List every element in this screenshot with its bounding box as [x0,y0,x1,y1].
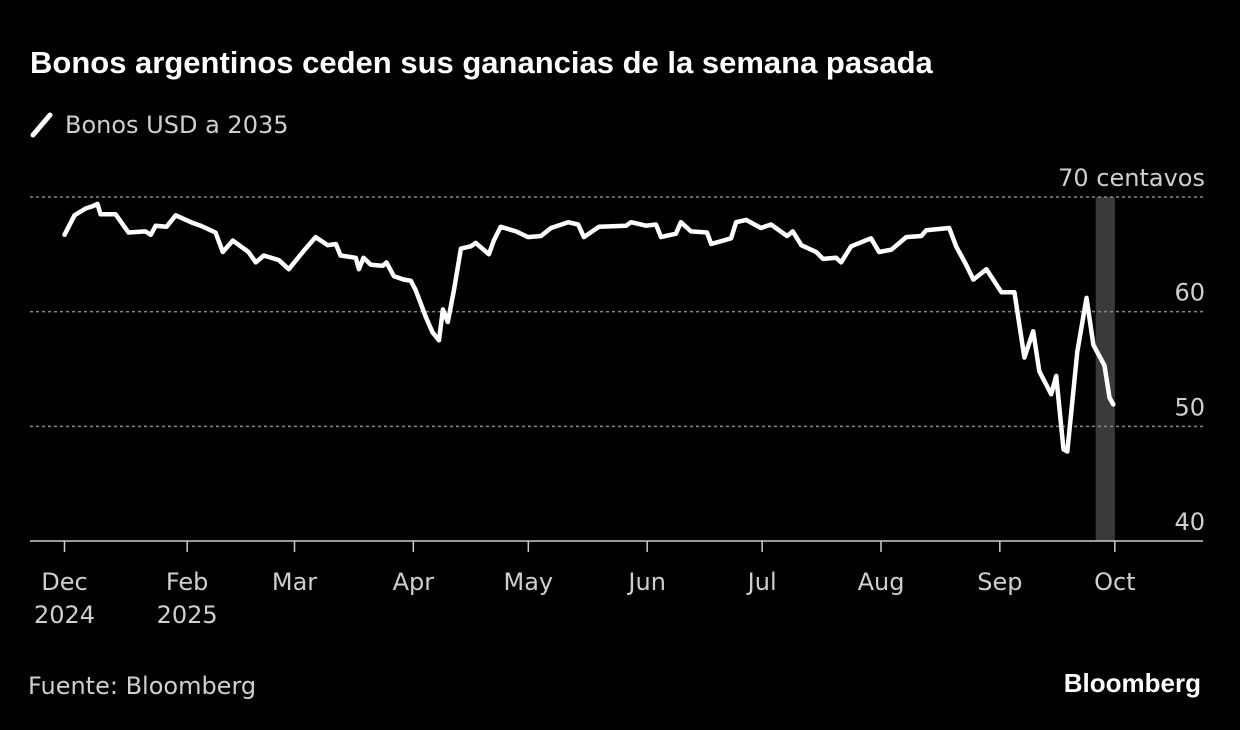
x-tick-label: Sep [977,568,1022,596]
legend-label: Bonos USD a 2035 [65,111,289,139]
x-tick-label: Jul [746,568,777,596]
x-tick-label: Oct [1094,568,1136,596]
x-tick-label: Apr [393,568,435,596]
x-tick-label: Feb 2025 [157,568,218,629]
x-tick-label: Jun [626,568,666,596]
y-tick-label: 60 [1174,279,1205,307]
x-tick-label: Aug [858,568,905,596]
x-tick-label: Mar [272,568,317,596]
brand: Bloomberg [1064,668,1201,698]
x-tick-label: May [504,568,554,596]
source: Fuente: Bloomberg [28,672,256,700]
chart-title: Bonos argentinos ceden sus ganancias de … [30,45,934,80]
data-line [62,201,1116,454]
y-tick-label: 70 centavos [1058,164,1205,192]
x-tick-label: Dec 2024 [34,568,95,629]
legend-swatch [30,112,53,138]
y-tick-label: 50 [1174,393,1205,421]
y-tick-label: 40 [1174,508,1205,536]
